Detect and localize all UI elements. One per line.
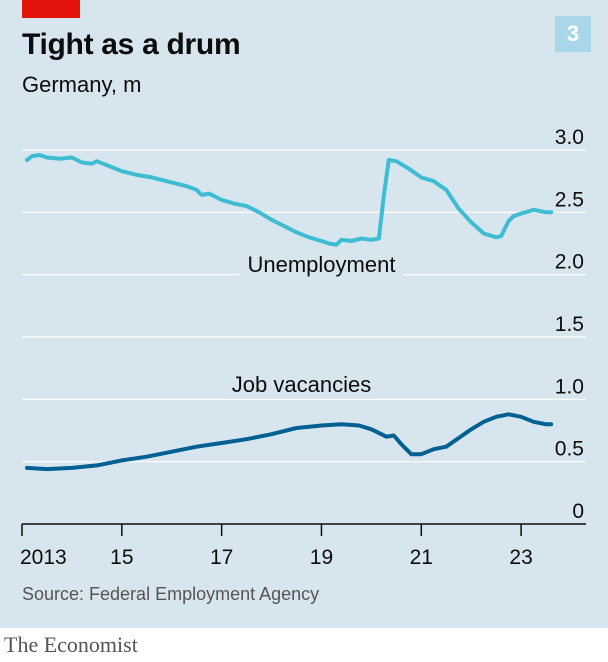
y-tick-label: 0 bbox=[572, 500, 584, 523]
series-labels: Unemployment Job vacancies bbox=[223, 250, 404, 399]
y-tick-label: 2.5 bbox=[555, 188, 584, 211]
x-tick-label: 19 bbox=[310, 546, 333, 569]
y-tick-label: 1.0 bbox=[555, 375, 584, 398]
series-label: Job vacancies bbox=[232, 372, 371, 397]
series-line-unemployment bbox=[25, 153, 554, 247]
x-tick-label: 17 bbox=[210, 546, 233, 569]
axes: 0 0.5 1.0 1.5 2.0 2.5 3.0 2013 15 17 19 21 23 bbox=[20, 126, 586, 569]
x-tick-label: 15 bbox=[110, 546, 133, 569]
y-tick-label: 3.0 bbox=[555, 126, 584, 149]
chart-title: Tight as a drum bbox=[22, 28, 241, 61]
x-tick-label: 21 bbox=[410, 546, 433, 569]
brand-red-tab bbox=[22, 0, 80, 18]
y-tick-label: 0.5 bbox=[555, 438, 584, 461]
publisher-logo: The Economist bbox=[4, 632, 138, 657]
chart-card: Tight as a drum Germany, m 3 Unemploymen… bbox=[0, 0, 608, 628]
chart-number-badge: 3 bbox=[555, 16, 591, 52]
y-tick-label: 1.5 bbox=[555, 313, 584, 336]
y-tick-label: 2.0 bbox=[555, 251, 584, 274]
series-lines bbox=[25, 153, 554, 472]
x-tick-label: 2013 bbox=[20, 546, 67, 569]
series-label-background bbox=[239, 250, 404, 280]
series-line-job-vacancies bbox=[25, 412, 554, 472]
series-label: Unemployment bbox=[247, 252, 395, 277]
source-note: Source: Federal Employment Agency bbox=[22, 584, 320, 604]
chart-subtitle: Germany, m bbox=[22, 72, 142, 97]
line-chart: Unemployment Job vacancies 0 0.5 1.0 1.5 2.0 2… bbox=[20, 126, 586, 569]
x-tick-label: 23 bbox=[509, 546, 532, 569]
series-label-background bbox=[223, 369, 380, 399]
